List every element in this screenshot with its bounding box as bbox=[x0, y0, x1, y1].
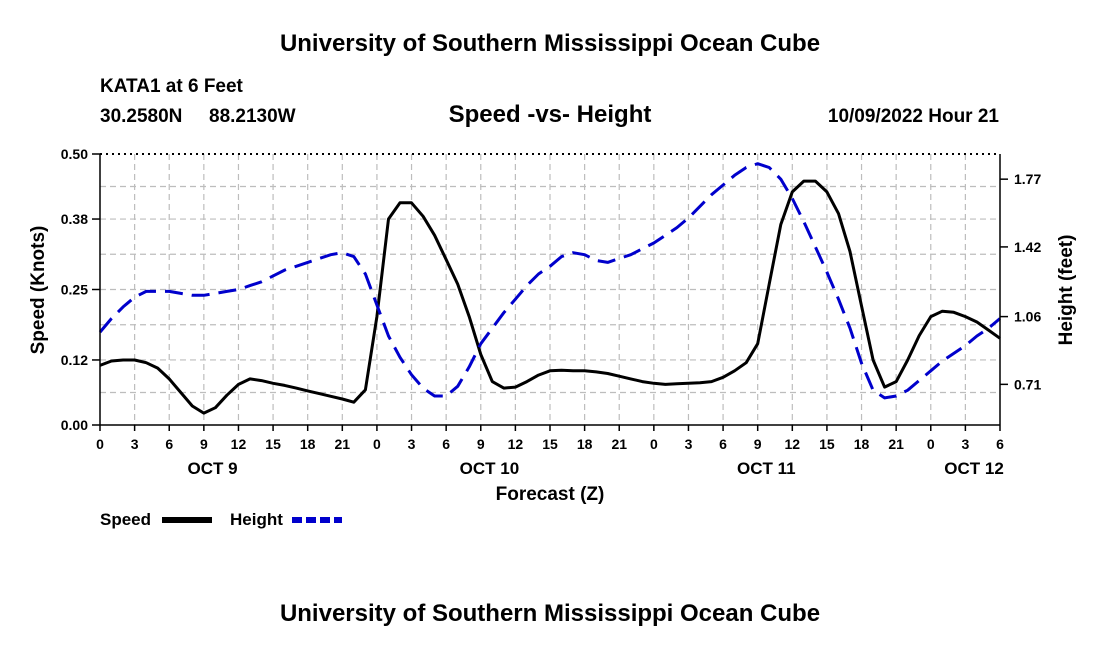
legend: Speed Height bbox=[100, 510, 342, 529]
x-tick-label: 0 bbox=[650, 436, 658, 452]
x-tick-label: 21 bbox=[335, 436, 351, 452]
x-tick-label: 9 bbox=[754, 436, 762, 452]
x-tick-label: 18 bbox=[854, 436, 870, 452]
x-tick-label: 15 bbox=[265, 436, 281, 452]
legend-label-height: Height bbox=[230, 510, 283, 529]
x-tick-label: 3 bbox=[685, 436, 693, 452]
left-tick-label: 0.25 bbox=[61, 282, 88, 298]
height-series-line bbox=[98, 162, 1001, 400]
x-tick-label: 0 bbox=[373, 436, 381, 452]
day-label: OCT 12 bbox=[944, 459, 1004, 478]
x-tick-label: 18 bbox=[577, 436, 593, 452]
issue-time: 10/09/2022 Hour 21 bbox=[827, 106, 999, 127]
speed-series-line bbox=[99, 179, 1001, 415]
x-tick-label: 6 bbox=[719, 436, 727, 452]
x-tick-label: 3 bbox=[961, 436, 969, 452]
day-label: OCT 11 bbox=[737, 459, 796, 478]
right-tick-label: 1.77 bbox=[1014, 171, 1041, 187]
right-tick-label: 0.71 bbox=[1014, 376, 1041, 392]
x-tick-label: 0 bbox=[927, 436, 935, 452]
day-label: OCT 10 bbox=[460, 459, 520, 478]
footer-title: University of Southern Mississippi Ocean… bbox=[279, 600, 821, 627]
left-tick-label: 0.00 bbox=[61, 417, 88, 433]
station-label: KATA1 at 6 Feet bbox=[100, 76, 243, 97]
x-tick-label: 6 bbox=[996, 436, 1004, 452]
right-tick-label: 1.42 bbox=[1014, 239, 1041, 255]
x-tick-label: 21 bbox=[888, 436, 904, 452]
x-tick-label: 15 bbox=[819, 436, 835, 452]
legend-label-speed: Speed bbox=[100, 510, 151, 529]
y2-axis-title: Height (feet) bbox=[1056, 235, 1077, 346]
grid bbox=[100, 154, 1000, 425]
station-longitude: 88.2130W bbox=[209, 106, 296, 127]
station-latitude: 30.2580N bbox=[100, 106, 183, 127]
x-tick-label: 3 bbox=[131, 436, 139, 452]
y-axis-title: Speed (Knots) bbox=[28, 226, 49, 355]
chart-title: University of Southern Mississippi Ocean… bbox=[279, 30, 821, 57]
x-tick-label: 12 bbox=[231, 436, 247, 452]
x-tick-label: 9 bbox=[200, 436, 208, 452]
axes: 0.00 0.12 0.25 0.38 0.50 0.71 1.06 1.42 1.77 0 3 6 9… bbox=[28, 146, 1077, 505]
x-tick-label: 9 bbox=[477, 436, 485, 452]
x-tick-label: 6 bbox=[442, 436, 450, 452]
x-tick-label: 6 bbox=[165, 436, 173, 452]
x-axis-title: Forecast (Z) bbox=[496, 484, 605, 505]
x-tick-label: 12 bbox=[508, 436, 524, 452]
x-tick-label: 3 bbox=[408, 436, 416, 452]
x-tick-label: 21 bbox=[611, 436, 627, 452]
left-tick-label: 0.38 bbox=[61, 211, 88, 227]
x-tick-label: 15 bbox=[542, 436, 558, 452]
chart-subtitle: Speed -vs- Height bbox=[448, 101, 652, 128]
left-tick-label: 0.12 bbox=[61, 352, 88, 368]
x-tick-label: 0 bbox=[96, 436, 104, 452]
left-tick-label: 0.50 bbox=[61, 146, 88, 162]
x-tick-label: 18 bbox=[300, 436, 316, 452]
day-label: OCT 9 bbox=[187, 459, 237, 478]
series-lines bbox=[98, 162, 1001, 415]
right-tick-label: 1.06 bbox=[1014, 309, 1041, 325]
x-tick-label: 12 bbox=[785, 436, 801, 452]
